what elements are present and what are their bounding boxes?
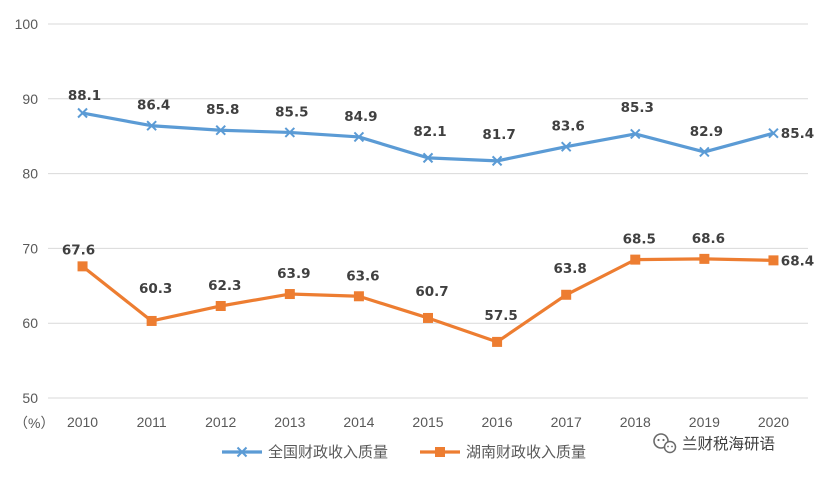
legend-item: 湖南财政收入质量 (420, 443, 586, 461)
plot-area: 88.1 86.4 85.8 85.5 84.9 82.1 81.7 83.6 85.3 82.9… (62, 88, 814, 347)
marker-stroke (491, 155, 503, 167)
x-tick-label: 2016 (482, 414, 513, 430)
x-tick-label: 2011 (137, 414, 167, 430)
marker-stroke (630, 128, 641, 140)
legend-item: 全国财政收入质量 (222, 443, 388, 461)
marker-stroke (284, 127, 296, 138)
data-label: 84.9 (344, 109, 377, 125)
y-tick-label: 70 (22, 240, 38, 256)
data-point-marker (491, 155, 503, 167)
legend-label: 全国财政收入质量 (268, 443, 388, 461)
data-label: 86.4 (137, 98, 170, 114)
x-tick-label: 2015 (412, 414, 443, 430)
series-line (81, 257, 774, 344)
x-tick-label: 2010 (67, 414, 98, 430)
data-point-marker (768, 128, 779, 139)
legend-marker (435, 447, 445, 457)
data-label: 63.6 (346, 268, 379, 284)
data-label: 63.9 (277, 266, 310, 282)
x-tick-label: 2019 (689, 414, 720, 430)
y-tick-label: 80 (22, 166, 38, 182)
data-label: 68.5 (623, 232, 656, 248)
data-point-marker (699, 146, 710, 158)
x-tick-label: 2014 (343, 414, 374, 430)
x-tick-label: 2017 (551, 414, 582, 430)
gridlines (48, 23, 808, 399)
data-point-marker (423, 312, 433, 323)
data-point-marker (77, 261, 88, 272)
x-tick-label: 2013 (274, 414, 305, 430)
marker-stroke (560, 141, 572, 152)
data-label: 62.3 (208, 278, 241, 294)
data-point-marker (77, 107, 88, 119)
data-point-marker (215, 300, 226, 311)
data-label: 85.5 (275, 104, 308, 120)
data-label: 60.7 (415, 284, 448, 300)
data-label: 83.6 (552, 119, 585, 135)
x-axis-tick-labels: 2010 2011 2012 2013 2014 2015 2016 2017 2018 2019… (67, 414, 789, 430)
data-label: 82.1 (413, 124, 446, 140)
marker-stroke (699, 146, 710, 158)
y-unit-label: （%） (14, 415, 54, 431)
data-label: 68.6 (692, 231, 725, 247)
data-label: 63.8 (554, 261, 587, 277)
x-tick-label: 2018 (620, 414, 651, 430)
y-tick-label: 60 (22, 315, 38, 331)
data-point-marker (215, 125, 226, 136)
data-point-marker (630, 128, 641, 140)
x-tick-label: 2020 (758, 414, 789, 430)
watermark-text: 兰财税海研语 (682, 435, 775, 453)
data-label: 81.7 (482, 127, 515, 143)
data-point-marker (146, 120, 157, 131)
data-point-marker (353, 131, 365, 143)
legend-marker (236, 446, 248, 458)
y-axis-tick-labels: 50 60 70 80 90 100 (15, 16, 39, 406)
data-point-marker (284, 289, 295, 300)
data-point-marker (146, 315, 157, 326)
marker-stroke (146, 120, 157, 131)
data-point-marker (560, 141, 572, 152)
x-tick-label: 2012 (205, 414, 236, 430)
data-point-marker (561, 289, 572, 300)
data-label: 67.6 (62, 242, 95, 258)
data-label: 85.3 (621, 100, 654, 116)
marker-stroke (353, 131, 365, 143)
data-label: 57.5 (484, 308, 517, 324)
data-label: 88.1 (68, 88, 101, 104)
marker-stroke (768, 128, 779, 139)
y-tick-label: 50 (22, 390, 38, 406)
data-label: 68.4 (781, 253, 814, 269)
watermark: 兰财税海研语 (653, 433, 775, 454)
legend: 全国财政收入质量 湖南财政收入质量 (222, 443, 586, 461)
data-point-marker (492, 336, 503, 347)
data-point-marker (699, 253, 710, 264)
data-point-marker (768, 255, 779, 266)
y-tick-label: 90 (22, 91, 38, 107)
marker-stroke (77, 107, 88, 119)
data-point-marker (630, 254, 641, 265)
y-tick-label: 100 (15, 16, 39, 32)
legend-label: 湖南财政收入质量 (466, 443, 586, 461)
data-point-marker (422, 152, 434, 164)
data-point-marker (353, 291, 364, 302)
data-label: 85.4 (781, 126, 814, 142)
wechat-icon (653, 433, 677, 454)
data-label: 60.3 (139, 281, 172, 297)
data-point-marker (284, 127, 296, 138)
data-label: 85.8 (206, 102, 239, 118)
marker-stroke (215, 125, 226, 136)
data-label: 82.9 (690, 124, 723, 140)
marker-stroke (422, 152, 434, 164)
